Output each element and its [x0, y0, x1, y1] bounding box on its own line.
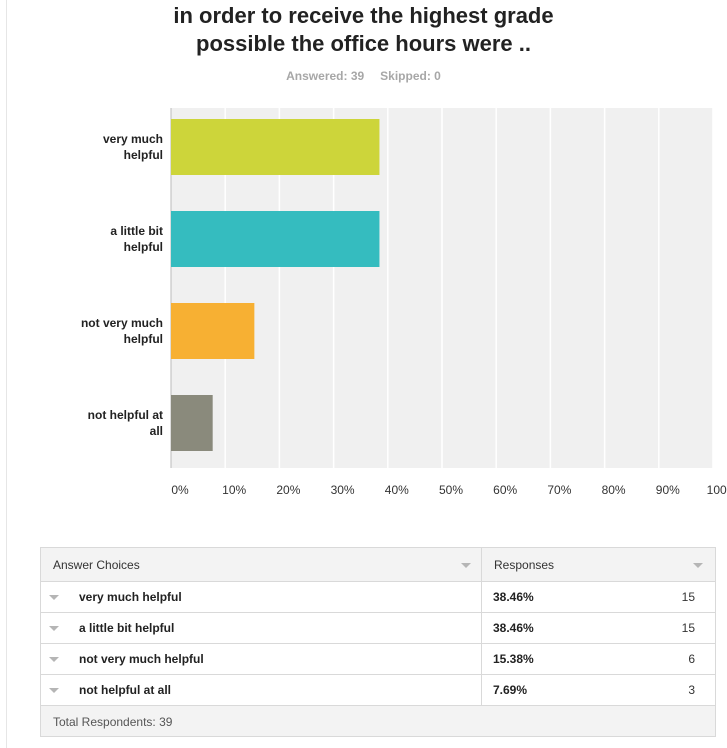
bar-1[interactable]	[171, 119, 380, 175]
bar-4[interactable]	[171, 395, 213, 451]
x-tick-label: 10%	[222, 483, 247, 497]
answer-choice: not very much helpful	[79, 652, 204, 666]
response-percent: 38.46%	[493, 590, 534, 604]
table-row[interactable]: very much helpful 38.46% 15	[41, 582, 715, 613]
response-count: 3	[688, 683, 695, 697]
response-percent: 7.69%	[493, 683, 528, 697]
category-label-line: very much	[102, 132, 163, 146]
category-label-line: all	[149, 424, 163, 438]
x-tick-label: 90%	[655, 483, 680, 497]
expand-caret-icon[interactable]	[49, 626, 59, 631]
x-tick-label: 20%	[276, 483, 301, 497]
table-footer: Total Respondents: 39	[41, 706, 715, 736]
category-label-line: helpful	[123, 332, 163, 346]
x-tick-label: 80%	[601, 483, 626, 497]
bar-2[interactable]	[171, 211, 380, 267]
column-divider	[481, 548, 482, 581]
category-label-line: not helpful at	[87, 408, 163, 422]
category-label-line: helpful	[123, 148, 163, 162]
survey-question-title: in order to receive the highest grade po…	[0, 2, 727, 58]
column-divider	[481, 613, 482, 643]
answer-choice: not helpful at all	[79, 683, 171, 697]
x-tick-label: 70%	[547, 483, 572, 497]
column-divider	[481, 644, 482, 674]
response-count: 6	[688, 652, 695, 666]
response-percent: 38.46%	[493, 621, 534, 635]
sort-caret-icon[interactable]	[693, 563, 703, 568]
response-count: 15	[681, 590, 695, 604]
total-respondents: Total Respondents: 39	[53, 715, 173, 729]
table-row[interactable]: not very much helpful 15.38% 6	[41, 644, 715, 675]
answer-choice: a little bit helpful	[79, 621, 175, 635]
table-row[interactable]: not helpful at all 7.69% 3	[41, 675, 715, 706]
category-label: not very much helpful	[48, 315, 163, 347]
column-divider	[481, 582, 482, 612]
x-tick-label: 0%	[171, 483, 189, 497]
table-header: Answer Choices Responses	[41, 548, 715, 582]
expand-caret-icon[interactable]	[49, 688, 59, 693]
title-line-2: possible the office hours were ..	[196, 31, 531, 56]
response-summary: Answered: 39 Skipped: 0	[0, 69, 727, 83]
column-divider	[481, 675, 482, 705]
response-count: 15	[681, 621, 695, 635]
table-row[interactable]: a little bit helpful 38.46% 15	[41, 613, 715, 644]
sort-caret-icon[interactable]	[461, 563, 471, 568]
page-left-border	[6, 0, 7, 748]
answer-choice: very much helpful	[79, 590, 182, 604]
title-line-1: in order to receive the highest grade	[173, 3, 554, 28]
category-label-line: helpful	[123, 240, 163, 254]
x-tick-label: 40%	[384, 483, 409, 497]
answer-choices-header[interactable]: Answer Choices	[53, 558, 140, 572]
x-tick-label: 60%	[493, 483, 518, 497]
expand-caret-icon[interactable]	[49, 595, 59, 600]
bar-chart	[170, 108, 660, 468]
skipped-count: Skipped: 0	[380, 69, 441, 83]
category-label: a little bit helpful	[48, 223, 163, 255]
category-label: very much helpful	[48, 131, 163, 163]
category-label-line: a little bit	[110, 224, 163, 238]
x-tick-label: 100%	[706, 483, 727, 497]
responses-table: Answer Choices Responses very much helpf…	[40, 547, 716, 737]
x-tick-label: 30%	[330, 483, 355, 497]
x-tick-label: 50%	[438, 483, 464, 497]
response-percent: 15.38%	[493, 652, 534, 666]
responses-header[interactable]: Responses	[494, 558, 555, 572]
expand-caret-icon[interactable]	[49, 657, 59, 662]
bar-3[interactable]	[171, 303, 255, 359]
category-label-line: not very much	[80, 316, 163, 330]
category-label: not helpful at all	[48, 407, 163, 439]
answered-count: Answered: 39	[286, 69, 365, 83]
